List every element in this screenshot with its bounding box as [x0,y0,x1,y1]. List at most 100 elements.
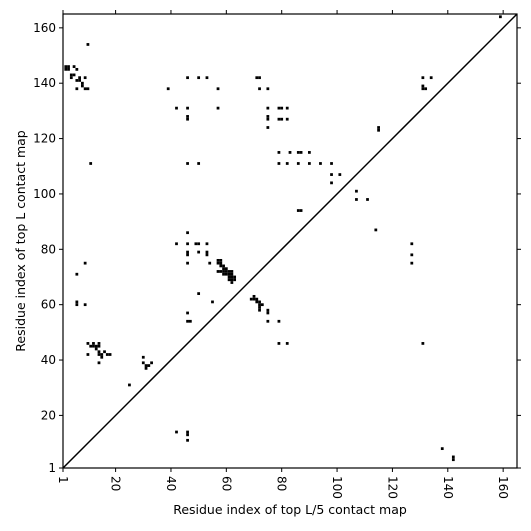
contact-point [75,67,79,71]
contact-point [227,270,231,273]
contact-point [86,353,90,356]
contact-point [86,43,90,46]
contact-point [150,361,153,365]
contact-point [440,447,444,451]
contact-point [97,344,101,348]
contact-point [258,303,261,307]
contact-point [186,231,189,235]
contact-point [186,162,189,165]
contact-point [296,162,300,165]
contact-point [410,242,414,246]
contact-point [429,76,433,80]
contact-point [188,319,192,323]
contact-point [366,198,369,201]
plot-frame [62,13,518,469]
contact-point [67,67,70,71]
contact-point [128,383,131,387]
contact-point [233,275,237,279]
contact-point [277,151,281,154]
contact-point [421,342,425,345]
contact-point [222,264,225,268]
contact-point [205,242,209,246]
contact-point [277,106,281,110]
x-tick-label: 80 [275,476,289,491]
x-tick-label: 140 [441,476,455,499]
contact-point [166,87,170,91]
contact-point [205,253,209,257]
contact-point [205,76,209,80]
contact-point [78,76,81,80]
contact-point [258,87,261,91]
contact-point [75,303,79,307]
contact-point [266,106,270,110]
contact-point [186,250,189,254]
contact-point [197,250,201,254]
y-tick-label: 160 [33,21,56,35]
contact-point [277,162,281,165]
contact-point [72,73,76,77]
contact-point [266,115,270,118]
y-tick-label: 60 [41,298,56,312]
contact-point [277,319,281,323]
contact-point [72,65,76,68]
contact-point [175,106,178,110]
contact-point [377,128,380,132]
contact-point [374,228,378,232]
contact-point [205,250,209,254]
contact-point [421,87,425,91]
contact-point [219,270,223,273]
contact-point [97,350,101,354]
contact-point [216,258,220,262]
contact-point [219,264,223,268]
contact-point [86,87,90,91]
contact-point [266,319,270,323]
contact-point [197,76,201,80]
contact-point [222,267,225,271]
contact-point [75,300,79,304]
x-tick-label: 1 [56,476,70,484]
contact-point [227,275,231,279]
contact-point [285,117,289,121]
contact-point [230,270,234,273]
contact-point [80,84,84,88]
y-tick-label: 80 [41,242,56,256]
contact-point [338,173,342,176]
contact-point [216,106,220,110]
contact-point [186,117,189,121]
x-tick-label: 60 [219,476,233,491]
contact-point [194,242,198,246]
contact-point [64,67,68,71]
diagonal-layer [62,13,518,469]
contact-point [186,311,189,315]
contact-point [280,117,284,121]
contact-point [89,344,93,348]
contact-point [94,344,98,348]
contact-point [83,261,87,265]
contact-point [277,117,281,121]
contact-point [230,278,234,282]
contact-point [186,253,189,257]
contact-point [186,242,189,246]
contact-point [230,272,234,276]
contact-point [377,126,380,129]
contact-point [222,270,225,273]
y-tick-label: 100 [33,187,56,201]
contact-point [285,162,289,165]
contact-point [186,438,189,442]
contact-point [83,76,87,80]
contact-point [424,87,428,91]
contact-point [280,106,284,110]
x-tick-label: 160 [496,476,510,499]
y-axis-label: Residue index of top L contact map [13,130,28,351]
contact-point [224,270,228,273]
contact-point [175,242,178,246]
contact-point [266,126,270,129]
x-tick-label: 100 [330,476,344,499]
contact-point [100,353,104,356]
contact-point [421,84,425,88]
contact-point [307,162,311,165]
contact-point [75,87,79,91]
contact-point [83,303,87,307]
contact-point [186,261,189,265]
